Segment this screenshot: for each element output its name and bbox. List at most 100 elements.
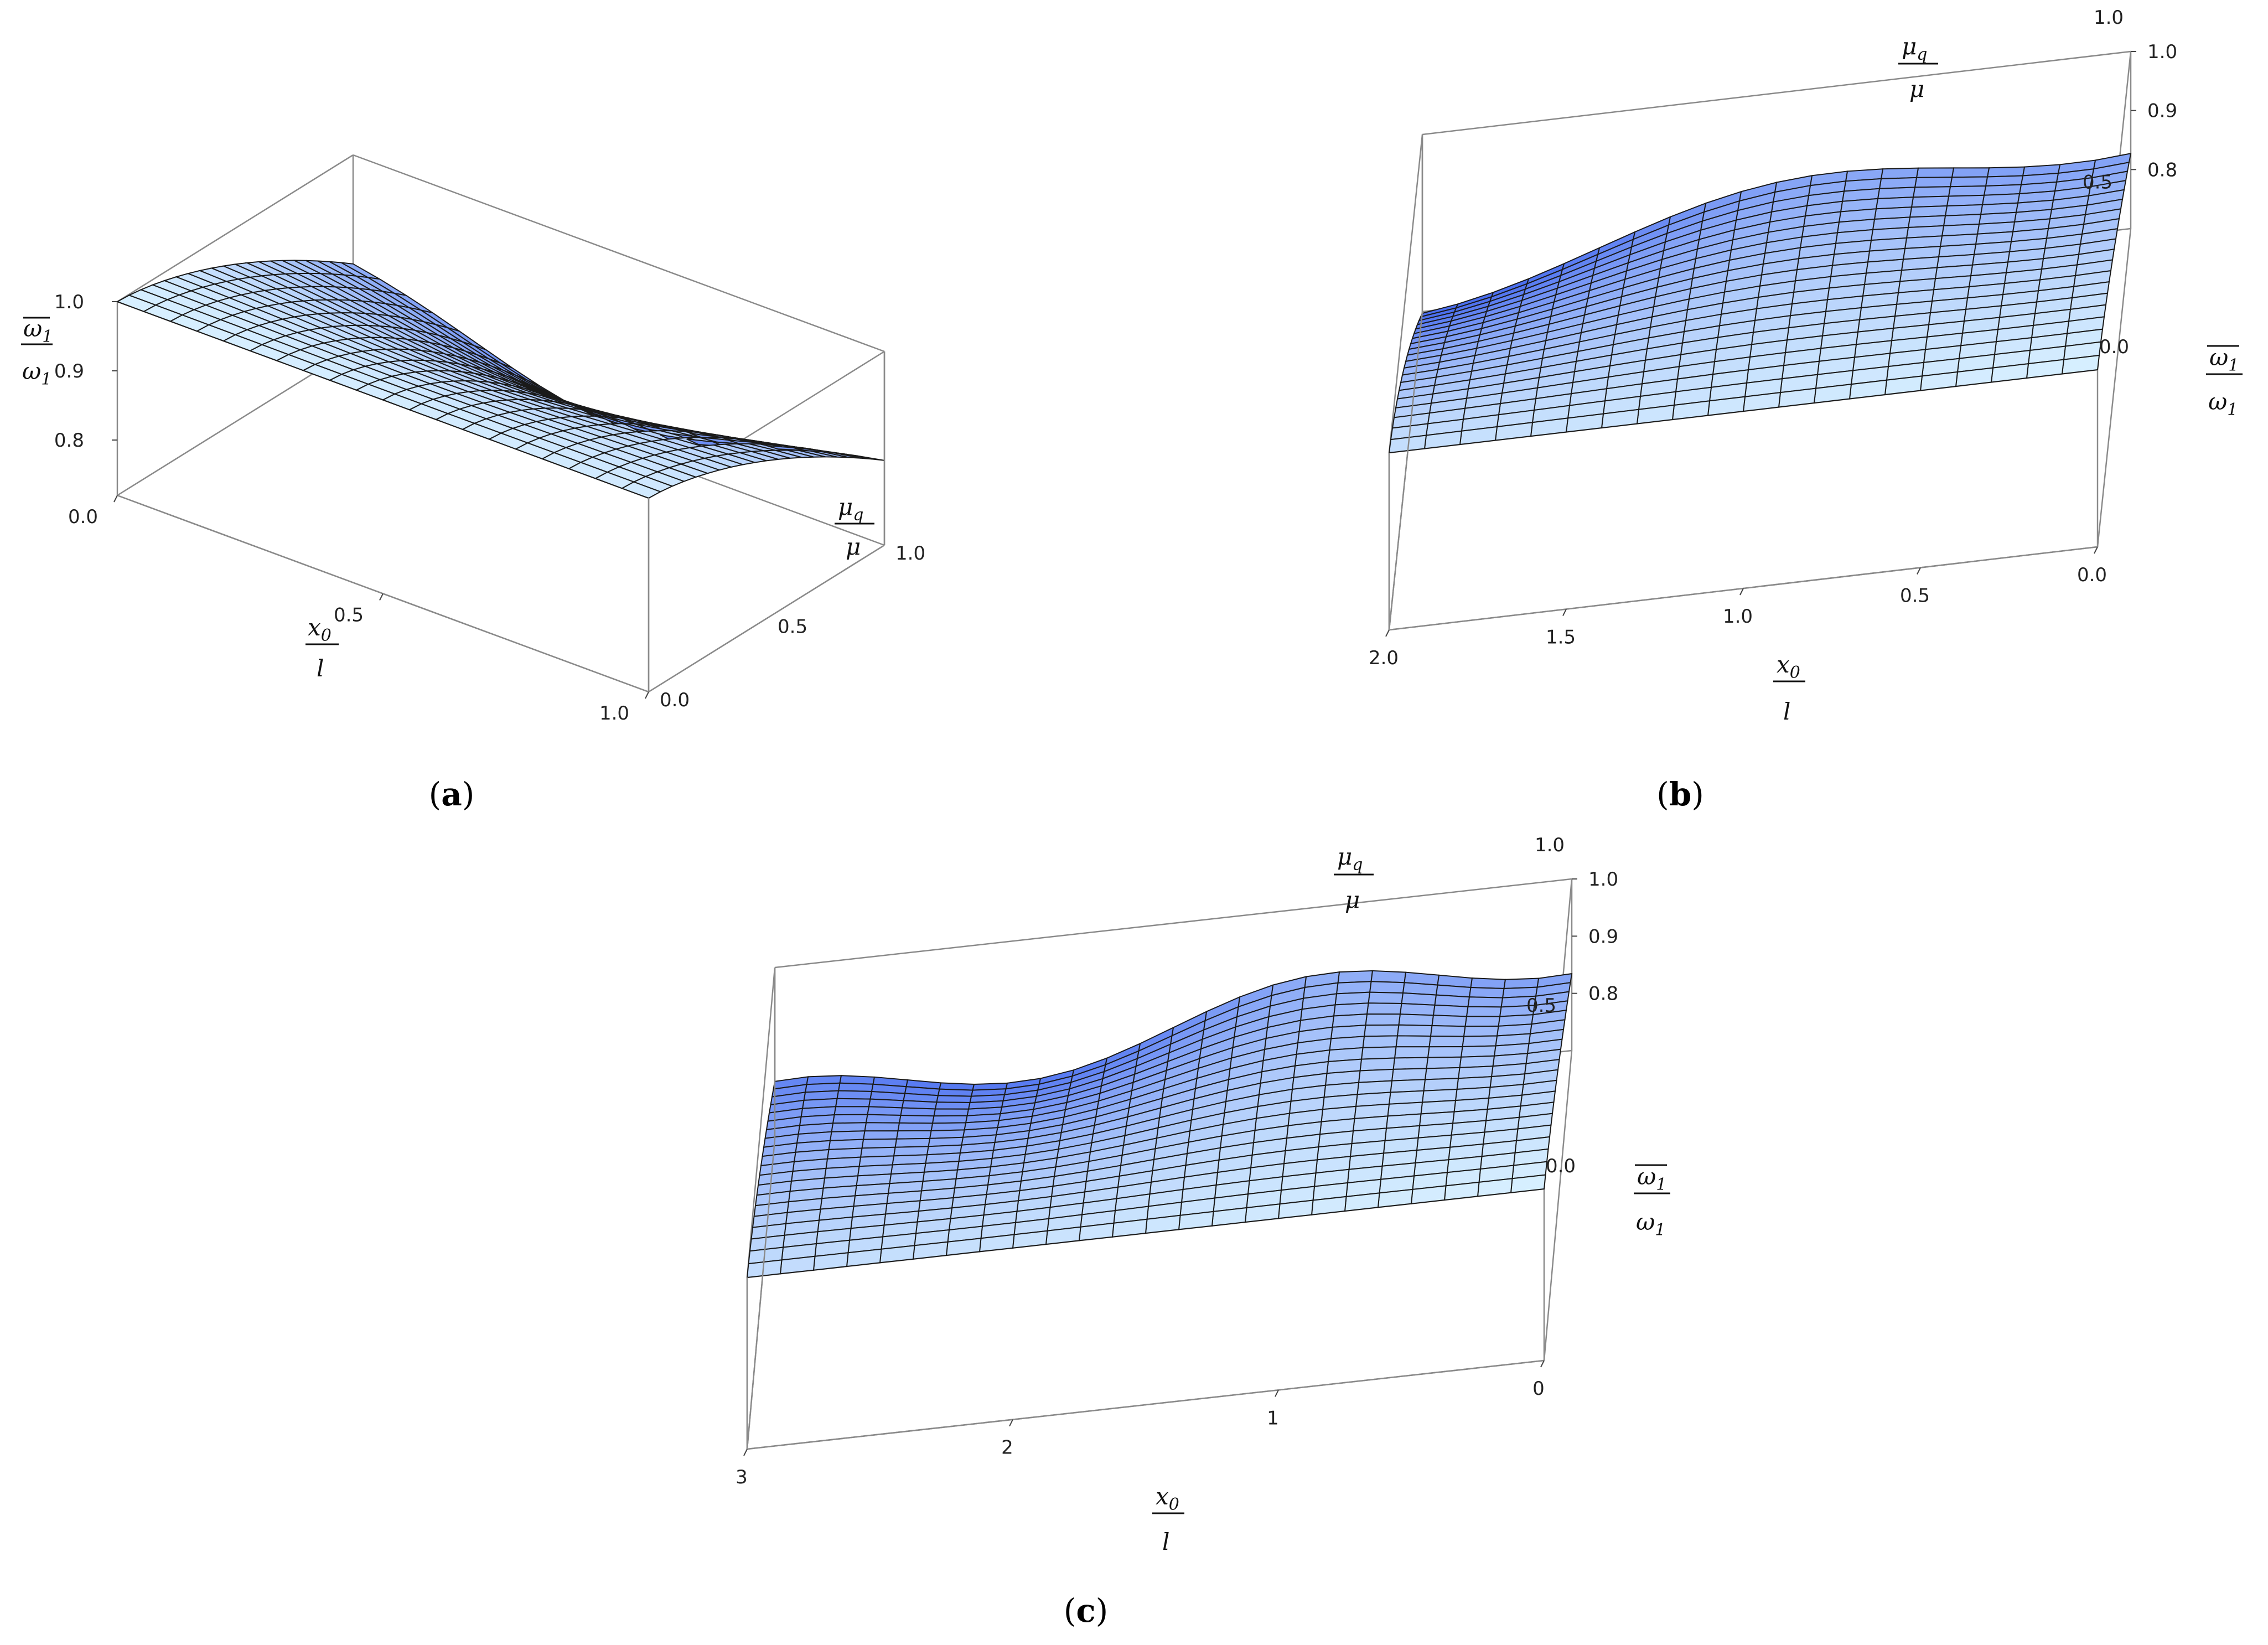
panel-c-z-label-num: ω1 — [1637, 1163, 1666, 1194]
panel-b-y-tick-label: 0.0 — [2099, 336, 2129, 358]
panel-b-surface-cell — [1880, 167, 1919, 179]
panel-a-y-label-num: μq — [838, 493, 864, 525]
panel-b-x-tick-mark — [1917, 567, 1921, 575]
panel-c-box-edge — [746, 967, 776, 1278]
panel-b-x-axis-label: x0 l — [1773, 651, 1805, 725]
panel-c-surface-cell — [1468, 986, 1505, 999]
panel-b-box-edge — [1388, 134, 1423, 453]
panel-c-box-edge — [746, 1139, 776, 1450]
panel-a-x-tick-mark — [379, 593, 384, 601]
panel-c-surface-cell — [931, 1115, 968, 1124]
panel-a-ticks: 0.0 0.5 1.0 0.0 0.5 1.0 0.8 0.9 1.0 — [54, 291, 925, 725]
panel-a-surface-cell — [620, 481, 662, 499]
panel-a-z-label-num: ω1 — [23, 315, 53, 346]
panel-b-box-edge — [1422, 50, 2131, 136]
panel-c-surface-cell — [1462, 1035, 1498, 1048]
panel-b-z-tick-label: 0.9 — [2147, 100, 2177, 122]
panel-c-surface-cell — [1398, 1013, 1435, 1027]
panel-b-surface-cell — [1951, 167, 1990, 178]
panel-c-surface-cell — [1363, 1024, 1400, 1037]
panel-c-x-tick-mark — [1275, 1389, 1279, 1397]
panel-a-caption: (a) — [429, 775, 475, 813]
panel-b-x-tick-label: 0.5 — [1900, 585, 1930, 607]
panel-b-y-tick-label: 1.0 — [2094, 7, 2124, 29]
panel-b-x-tick-mark — [1562, 609, 1567, 616]
panel-c-surface-cell — [933, 1108, 970, 1117]
panel-c-surface-cell — [1369, 981, 1405, 994]
panel-a-y-axis-label: μq μ — [835, 493, 874, 560]
panel-c-surface-cell — [1337, 970, 1374, 984]
panel-b-ticks: 0.0 0.5 1.0 1.5 2.0 0.0 0.5 1.0 0.8 0.9 1.0 — [1369, 7, 2177, 669]
panel-a-x-tick-label: 0.5 — [334, 604, 364, 627]
panel-b-x-tick-mark — [1739, 588, 1744, 596]
panel-a-x-label-den: l — [317, 655, 324, 682]
panel-c-surface-cell — [1426, 1056, 1462, 1069]
panel-b-caption: (b) — [1656, 775, 1704, 813]
panel-a-x-tick-mark — [645, 691, 649, 699]
panel-a-x-tick-label: 1.0 — [599, 702, 629, 725]
panel-c-x-tick-mark — [743, 1449, 748, 1456]
panel-a-z-tick-label: 0.8 — [54, 430, 84, 452]
panel-a-z-tick-label: 1.0 — [54, 291, 84, 313]
panel-c-surface-cell — [837, 1082, 874, 1093]
panel-c-y-label-num: μq — [1337, 843, 1363, 875]
panel-c-x-tick-label: 0 — [1532, 1378, 1545, 1400]
panel-a-y-label-den: μ — [846, 533, 861, 560]
panel-c-ticks: 0 1 2 3 0.0 0.5 1.0 0.8 0.9 1.0 — [736, 834, 1618, 1488]
panel-c-surface-cell — [1432, 1004, 1469, 1017]
panel-c-surface-cell — [1424, 1067, 1461, 1080]
panel-a-z-tick-label: 0.9 — [54, 360, 84, 382]
panel-b-surface-cell — [1946, 194, 1985, 207]
panel-b-y-label-den: μ — [1909, 75, 1924, 102]
panel-a-y-tick-label: 1.0 — [895, 542, 925, 565]
panel-c-surface-cell — [1464, 1016, 1501, 1027]
panel-c-surface-cell — [867, 1106, 903, 1116]
panel-c-surface-cell — [1370, 970, 1407, 984]
panel-c-x-label-den: l — [1162, 1528, 1169, 1555]
panel-c-surface-cell — [865, 1114, 902, 1124]
panel-a-surface — [116, 260, 885, 499]
panel-c-surface-cell — [1460, 1045, 1497, 1058]
panel-c-surface-cell — [897, 1122, 934, 1132]
panel-c-surface-cell — [1428, 1035, 1465, 1048]
panel-c-surface-cell — [836, 1090, 873, 1100]
panel-a-x-axis-label: x0 l — [305, 614, 339, 682]
panel-c-surface-cell — [864, 1122, 900, 1132]
panel-c-surface-cell — [1463, 1025, 1499, 1037]
panel-b-x-tick-label: 1.0 — [1723, 606, 1753, 628]
panel-b-surface-cell — [1912, 186, 1951, 198]
panel-c-surface-cell — [1399, 1002, 1436, 1016]
panel-c-box-front-edges — [746, 968, 1545, 1450]
panel-c-surface-cell — [895, 1130, 932, 1140]
panel-c-surface-cell — [833, 1106, 870, 1116]
panel-c-surface-cell — [1368, 991, 1404, 1005]
panel-b-z-axis-label: ω1 ω1 — [2206, 344, 2243, 420]
panel-c-y-axis-label: μq μ — [1334, 843, 1374, 913]
panel-c-surface-cell — [1362, 1035, 1399, 1048]
panel-c-surface-cell — [1430, 1025, 1466, 1037]
panel-b-z-tick-label: 0.8 — [2147, 159, 2177, 181]
panel-c-box-edge — [1543, 1050, 1573, 1361]
panel-c-surface — [746, 970, 1573, 1279]
panel-a-box-edge — [117, 154, 354, 303]
panel-c-x-tick-mark — [1540, 1360, 1545, 1368]
panel-c-surface-cell — [900, 1107, 936, 1117]
panel-b-surface-cell — [1914, 177, 1953, 188]
panel-c-x-tick-label: 3 — [736, 1466, 748, 1488]
panel-c-surface-cell — [862, 1130, 899, 1140]
panel-c-surface-cell — [1467, 996, 1504, 1008]
panel-c-surface-cell — [1360, 1046, 1397, 1060]
panel-c-y-tick-label: 0.5 — [1526, 995, 1556, 1017]
panel-b-x-tick-label: 2.0 — [1369, 647, 1399, 669]
panel-c-surface-cell — [898, 1114, 935, 1124]
panel-c-surface-cell — [936, 1095, 972, 1104]
panel-c-box-edge — [774, 878, 1572, 969]
panel-b-y-axis-label: μq μ — [1898, 33, 1938, 102]
panel-c-surface-cell — [1427, 1046, 1463, 1058]
panel-c-z-axis-label: ω1 ω1 — [1634, 1163, 1670, 1240]
panel-c-box-edge — [747, 1359, 1545, 1450]
panel-c-x-axis-label: x0 l — [1152, 1483, 1184, 1555]
panel-c-surface-cell — [894, 1137, 931, 1148]
panel-c-surface-cell — [1396, 1024, 1433, 1037]
panel-a-x-tick-mark — [113, 495, 118, 503]
